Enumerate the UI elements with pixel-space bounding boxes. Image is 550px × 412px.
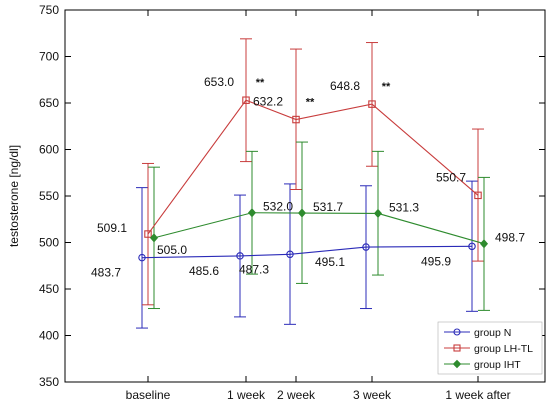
data-label: 495.9 — [421, 254, 451, 268]
x-tick-label: 1 week after — [445, 388, 510, 402]
significance-mark: ** — [306, 97, 315, 109]
y-tick-label: 550 — [39, 189, 59, 203]
data-label-layer: 483.7 485.6 487.3 495.1 495.9 509.1 653.0 632.2… — [91, 75, 525, 279]
data-point-diamond — [149, 233, 159, 243]
data-label: 485.6 — [189, 264, 219, 278]
series-line-layer — [141, 99, 485, 259]
series-line — [153, 212, 485, 245]
legend-marker-diamond — [452, 359, 462, 369]
legend-label: group IHT — [474, 359, 521, 371]
legend-marker-square — [453, 344, 461, 352]
data-label: 653.0 — [204, 75, 234, 89]
y-tick-label: 600 — [39, 143, 59, 157]
legend-label: group N — [474, 327, 511, 339]
data-label: 498.7 — [495, 231, 525, 245]
data-point-circle — [138, 253, 146, 262]
y-tick-label: 700 — [39, 50, 59, 64]
legend: group N group LH-TL group IHT — [437, 321, 543, 375]
y-tick-label: 500 — [39, 236, 59, 250]
y-tick-label: 450 — [39, 282, 59, 296]
y-axis-label: testosterone [ng/dl] — [7, 145, 21, 247]
data-point-square — [368, 100, 376, 108]
data-point-square — [144, 230, 152, 238]
data-label: 648.8 — [330, 79, 360, 93]
series-line — [147, 99, 479, 235]
data-point-square — [292, 115, 300, 124]
data-label: 505.0 — [157, 243, 187, 257]
series-line — [141, 245, 473, 259]
axis-layer: 350 400 450 500 550 600 650 700 750 baseline 1 wee… — [39, 3, 545, 402]
data-label: 550.7 — [436, 170, 466, 184]
data-label: 495.1 — [315, 255, 345, 269]
data-point-circle — [236, 252, 244, 260]
data-label: 532.0 — [263, 200, 293, 214]
data-label: 531.7 — [313, 200, 343, 214]
data-point-diamond — [479, 239, 489, 249]
y-tick-label: 650 — [39, 96, 59, 110]
y-tick-label: 400 — [39, 329, 59, 343]
y-tick-label: 750 — [39, 3, 59, 17]
legend-marker-circle — [453, 328, 461, 336]
data-point-diamond — [247, 208, 257, 218]
y-tick-label: 350 — [39, 375, 59, 389]
data-label: 531.3 — [389, 200, 419, 214]
data-point-circle — [362, 243, 370, 251]
legend-label: group LH-TL — [474, 343, 533, 355]
data-label: 483.7 — [91, 266, 121, 280]
x-tick-label: 2 week — [277, 388, 316, 402]
x-tick-label: baseline — [126, 388, 171, 402]
data-label: 487.3 — [239, 262, 269, 276]
data-point-diamond — [373, 208, 383, 218]
significance-mark: ** — [256, 77, 265, 89]
data-label: 509.1 — [97, 221, 127, 235]
data-point-circle — [468, 242, 476, 251]
data-label: 632.2 — [253, 95, 283, 109]
x-tick-label: 3 week — [353, 388, 392, 402]
data-point-circle — [286, 250, 294, 259]
marker-layer — [138, 96, 489, 262]
data-point-square — [474, 191, 482, 200]
data-point-diamond — [297, 208, 307, 218]
x-tick-label: 1 week — [227, 388, 266, 402]
data-point-square — [242, 96, 250, 104]
significance-mark: ** — [382, 81, 391, 93]
